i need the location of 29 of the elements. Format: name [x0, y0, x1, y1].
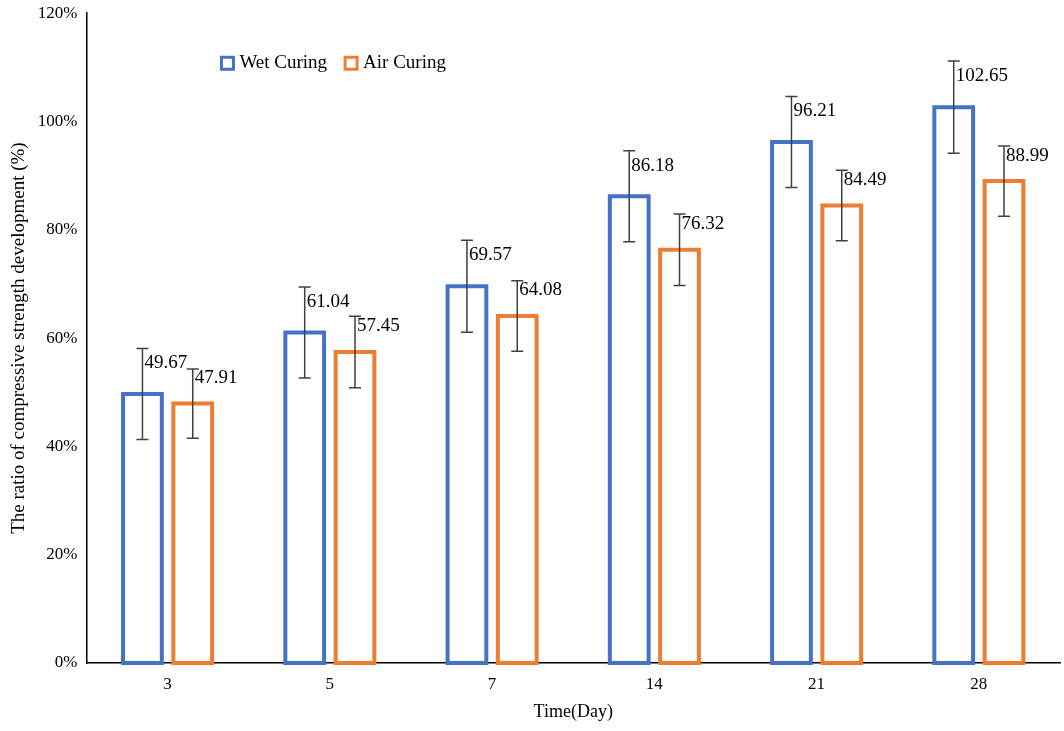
data-label: 47.91	[194, 366, 238, 388]
y-tick-label: 60%	[46, 327, 78, 347]
legend-label: Wet Curing	[239, 51, 328, 73]
x-tick-label: 7	[487, 673, 497, 693]
data-label: 76.32	[681, 211, 725, 233]
y-axis-title: The ratio of compressive strength development (%)	[7, 142, 30, 534]
x-tick-label: 14	[645, 673, 664, 693]
legend-label: Air Curing	[363, 51, 447, 73]
y-tick-label: 20%	[46, 544, 78, 564]
data-label: 102.65	[955, 64, 1008, 86]
data-label: 49.67	[144, 351, 188, 373]
data-label: 64.08	[519, 278, 562, 300]
y-tick-label: 80%	[46, 219, 78, 239]
x-tick-label: 21	[808, 673, 826, 693]
x-tick-label: 28	[970, 673, 988, 693]
y-tick-label: 0%	[54, 652, 78, 672]
data-label: 84.49	[843, 167, 887, 189]
data-label: 61.04	[306, 289, 350, 311]
y-tick-label: 40%	[46, 435, 78, 455]
data-label: 88.99	[1006, 143, 1049, 165]
data-label: 69.57	[468, 243, 512, 265]
data-label: 96.21	[793, 99, 837, 121]
x-tick-label: 3	[163, 673, 172, 693]
data-label: 57.45	[357, 314, 400, 336]
y-tick-label: 120%	[37, 2, 78, 22]
x-axis-title: Time(Day)	[533, 700, 613, 722]
data-label: 86.18	[631, 153, 674, 175]
x-tick-label: 5	[325, 673, 335, 693]
y-tick-label: 100%	[37, 110, 78, 130]
